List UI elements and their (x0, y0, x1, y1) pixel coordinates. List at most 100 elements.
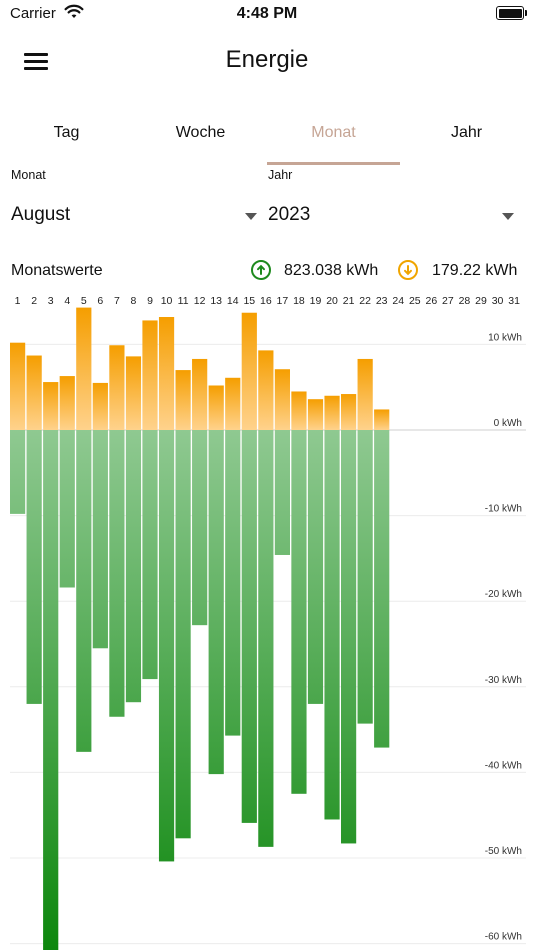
production-bar[interactable] (125, 430, 142, 703)
hamburger-menu-icon[interactable] (24, 52, 50, 72)
x-tick-label: 16 (260, 295, 272, 307)
consumption-bar[interactable] (175, 370, 191, 430)
production-bar[interactable] (241, 430, 257, 823)
x-tick-label: 27 (442, 295, 454, 307)
consumption-arrow-down-icon (398, 260, 418, 280)
x-tick-label: 25 (409, 295, 421, 307)
production-bar[interactable] (92, 430, 108, 649)
y-tick-label: -30 kWh (485, 675, 522, 686)
x-tick-label: 10 (161, 295, 173, 307)
consumption-bar[interactable] (324, 395, 340, 430)
production-bar[interactable] (76, 430, 92, 752)
production-bar[interactable] (341, 430, 357, 844)
y-tick-label: -40 kWh (485, 760, 522, 771)
production-bar[interactable] (142, 430, 158, 680)
month-dropdown-caret-icon[interactable] (245, 213, 257, 220)
production-bar[interactable] (10, 430, 26, 514)
consumption-total: 179.22 kWh (432, 262, 518, 279)
production-bar[interactable] (43, 430, 59, 950)
production-bar[interactable] (307, 430, 324, 704)
production-bar[interactable] (324, 430, 340, 820)
production-bar[interactable] (374, 430, 390, 748)
consumption-bar[interactable] (125, 356, 142, 430)
page-title: Energie (225, 46, 309, 73)
consumption-bar[interactable] (274, 369, 290, 430)
x-tick-label: 6 (97, 295, 103, 307)
tab-tag[interactable]: Tag (53, 124, 80, 141)
production-bar[interactable] (208, 430, 224, 775)
year-dropdown-caret-icon[interactable] (502, 213, 514, 220)
consumption-bar[interactable] (258, 350, 274, 430)
y-tick-label: 10 kWh (488, 332, 522, 343)
consumption-bar[interactable] (208, 385, 224, 430)
x-tick-label: 5 (81, 295, 87, 307)
consumption-bar[interactable] (307, 399, 324, 430)
values-title: Monatswerte (11, 262, 103, 279)
production-bar[interactable] (258, 430, 274, 847)
x-tick-label: 2 (31, 295, 37, 307)
x-tick-label: 28 (459, 295, 471, 307)
consumption-bar[interactable] (76, 307, 92, 430)
consumption-bar[interactable] (109, 345, 125, 430)
consumption-bar[interactable] (10, 342, 26, 430)
production-bar[interactable] (357, 430, 373, 724)
x-tick-label: 31 (508, 295, 520, 307)
active-tab-indicator (267, 162, 400, 165)
production-bar[interactable] (158, 430, 175, 862)
consumption-bar[interactable] (241, 312, 257, 430)
production-arrow-up-icon (251, 260, 271, 280)
monthly-bar-chart: 10 kWh 0 kWh -10 kWh -20 kWh -30 kWh -40 kWh -… (10, 295, 526, 950)
consumption-bar[interactable] (158, 317, 175, 430)
x-tick-label: 7 (114, 295, 120, 307)
month-field-label: Monat (11, 168, 46, 182)
x-tick-label: 12 (194, 295, 206, 307)
x-tick-label: 4 (64, 295, 70, 307)
period-tabs: Tag Woche Monat Jahr (0, 120, 534, 166)
x-tick-label: 20 (326, 295, 338, 307)
x-tick-label: 22 (359, 295, 371, 307)
production-bar[interactable] (59, 430, 75, 588)
production-bar[interactable] (225, 430, 241, 736)
tab-woche[interactable]: Woche (175, 124, 226, 141)
production-bar[interactable] (274, 430, 290, 555)
tab-jahr[interactable]: Jahr (450, 124, 483, 141)
year-field-label: Jahr (268, 168, 293, 182)
status-bar: Carrier 4:48 PM (0, 0, 534, 30)
consumption-bar[interactable] (374, 409, 390, 430)
production-bar[interactable] (192, 430, 208, 626)
production-bar[interactable] (26, 430, 42, 704)
consumption-bar[interactable] (357, 358, 373, 430)
consumption-bar[interactable] (291, 391, 307, 430)
y-tick-label: -20 kWh (485, 589, 522, 600)
x-tick-label: 30 (492, 295, 504, 307)
x-tick-label: 11 (178, 295, 189, 307)
consumption-bar[interactable] (225, 377, 241, 430)
production-bar[interactable] (175, 430, 191, 839)
x-tick-label: 29 (475, 295, 487, 307)
x-tick-label: 17 (277, 295, 289, 307)
status-time: 4:48 PM (236, 5, 298, 22)
x-tick-label: 1 (15, 295, 21, 307)
month-select[interactable]: August (11, 204, 71, 225)
x-tick-label: 18 (293, 295, 305, 307)
tab-monat[interactable]: Monat (311, 124, 356, 141)
production-bar[interactable] (291, 430, 307, 794)
y-tick-label: 0 kWh (494, 418, 522, 429)
consumption-bar[interactable] (92, 382, 108, 430)
production-total: 823.038 kWh (284, 262, 379, 279)
consumption-bar[interactable] (142, 320, 158, 430)
consumption-bar[interactable] (26, 355, 42, 430)
x-tick-label: 8 (131, 295, 137, 307)
year-select[interactable]: 2023 (268, 204, 311, 225)
production-bar[interactable] (109, 430, 125, 717)
x-tick-label: 21 (343, 295, 355, 307)
x-tick-label: 13 (210, 295, 222, 307)
consumption-bar[interactable] (43, 382, 59, 430)
x-tick-label: 9 (147, 295, 153, 307)
x-tick-label: 24 (392, 295, 404, 307)
x-tick-label: 15 (243, 295, 255, 307)
consumption-bar[interactable] (192, 358, 208, 430)
consumption-bar[interactable] (59, 376, 75, 430)
consumption-bar[interactable] (341, 394, 357, 430)
x-tick-label: 26 (426, 295, 438, 307)
